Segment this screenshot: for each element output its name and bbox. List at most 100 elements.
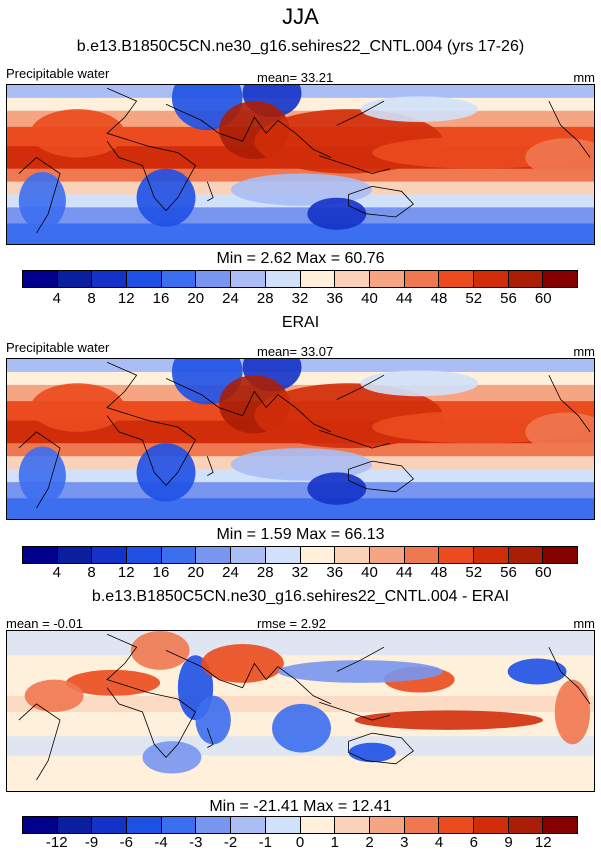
panel-3-stats: Min = -21.41 Max = 12.41 <box>209 798 392 815</box>
colorbar-tick-label: 60 <box>534 564 552 581</box>
coastline <box>336 374 385 400</box>
field-blob <box>277 660 443 683</box>
panel-2-map <box>6 358 595 520</box>
colorbar-tick-label: 48 <box>430 290 448 307</box>
coastline <box>165 103 332 158</box>
coastline <box>348 185 414 218</box>
colorbar-tick-label: 12 <box>117 564 135 581</box>
field-band <box>7 482 594 500</box>
field-blob <box>230 448 373 481</box>
panel-3-colorbar <box>22 816 578 834</box>
colorbar-swatch <box>57 817 93 833</box>
colorbar-swatch <box>473 271 509 287</box>
panel-2-colorbar <box>22 546 578 564</box>
colorbar-tick-label: 2 <box>365 834 374 851</box>
colorbar-swatch <box>439 547 474 563</box>
colorbar-tick-label: -9 <box>84 834 99 851</box>
colorbar-swatch <box>92 817 128 833</box>
colorbar-swatch <box>265 271 301 287</box>
panel-1-title: b.e13.B1850C5CN.ne30_g16.sehires22_CNTL.… <box>76 38 525 55</box>
colorbar-tick-label: 52 <box>465 564 483 581</box>
colorbar-swatch <box>335 547 370 563</box>
panel-2-mean-label: mean= 33.07 <box>257 344 334 359</box>
colorbar-tick-label: -4 <box>154 834 168 851</box>
field-blob <box>18 446 66 505</box>
panel-2-units: mm <box>573 344 595 359</box>
panel-3-colorbar-ticks: -12 -9 -6 -4 -3 -2 -1 0 1 2 3 4 6 9 12 <box>22 834 578 854</box>
colorbar-tick-label: 40 <box>361 290 378 307</box>
panel-3-title: b.e13.B1850C5CN.ne30_g16.sehires22_CNTL.… <box>91 588 510 605</box>
colorbar-swatch <box>508 547 544 563</box>
field-blob <box>30 109 125 158</box>
panel-1-left-label: Precipitable water <box>6 66 110 81</box>
field-blob <box>272 703 331 753</box>
panel-1-colorbar <box>22 270 578 288</box>
colorbar-tick-label: 4 <box>434 834 444 851</box>
colorbar-tick-label: -2 <box>223 834 238 851</box>
colorbar-swatch <box>92 271 128 287</box>
colorbar-tick-label: 28 <box>256 290 274 307</box>
colorbar-swatch <box>23 817 58 833</box>
colorbar-tick-label: 44 <box>395 564 413 581</box>
colorbar-tick-label: 1 <box>330 834 339 851</box>
coastline <box>548 375 591 433</box>
colorbar-swatch <box>196 817 232 833</box>
colorbar-tick-label: -1 <box>258 834 272 851</box>
colorbar-tick-label: 40 <box>361 564 378 581</box>
colorbar-swatch <box>369 547 405 563</box>
field-band <box>7 223 594 244</box>
colorbar-swatch <box>57 547 93 563</box>
coastline <box>106 361 197 486</box>
colorbar-tick-label: 0 <box>295 834 305 851</box>
field-blob <box>136 168 196 227</box>
coastline <box>18 156 61 234</box>
field-blob <box>354 710 543 730</box>
field-blob <box>307 197 367 230</box>
coastline <box>106 87 197 212</box>
colorbar-tick-label: 48 <box>430 564 448 581</box>
field-blob <box>348 742 396 763</box>
colorbar-tick-label: 3 <box>400 834 409 851</box>
field-band <box>7 498 594 519</box>
colorbar-tick-label: 32 <box>291 564 309 581</box>
colorbar-swatch <box>92 547 128 563</box>
colorbar-swatch <box>23 271 58 287</box>
field-blob <box>554 679 591 745</box>
panel-2-colorbar-ticks: 4 8 12 16 20 24 28 32 36 40 44 48 52 56 60 <box>22 564 578 584</box>
colorbar-swatch <box>231 271 266 287</box>
panel-1-units: mm <box>573 70 595 85</box>
panel-3-rmse-label: rmse = 2.92 <box>257 616 327 631</box>
colorbar-tick-label: 12 <box>117 290 135 307</box>
coastline <box>18 703 61 781</box>
panel-3-units: mm <box>573 616 595 631</box>
colorbar-swatch <box>473 817 509 833</box>
coastline <box>336 646 385 672</box>
colorbar-tick-label: 56 <box>500 564 517 581</box>
colorbar-swatch <box>161 817 197 833</box>
colorbar-tick-label: 24 <box>222 564 239 581</box>
field-blob <box>30 383 125 432</box>
colorbar-swatch <box>439 817 474 833</box>
colorbar-tick-label: -12 <box>45 834 68 851</box>
colorbar-swatch <box>508 271 544 287</box>
colorbar-tick-label: 56 <box>500 290 517 307</box>
colorbar-swatch <box>369 817 405 833</box>
field-blob <box>130 631 190 670</box>
colorbar-tick-label: -6 <box>119 834 133 851</box>
field-blob <box>18 171 66 230</box>
coastline <box>319 701 391 721</box>
colorbar-swatch <box>543 817 577 833</box>
coastline <box>106 633 197 758</box>
colorbar-swatch <box>23 547 58 563</box>
colorbar-swatch <box>335 817 370 833</box>
colorbar-tick-label: -3 <box>189 834 203 851</box>
colorbar-swatch <box>265 547 301 563</box>
colorbar-swatch <box>404 817 440 833</box>
colorbar-swatch <box>196 271 232 287</box>
colorbar-swatch <box>196 547 232 563</box>
colorbar-tick-label: 8 <box>87 290 96 307</box>
colorbar-tick-label: 4 <box>52 290 61 307</box>
colorbar-swatch <box>300 271 336 287</box>
field-blob <box>360 96 479 123</box>
panel-1-field <box>7 85 594 244</box>
